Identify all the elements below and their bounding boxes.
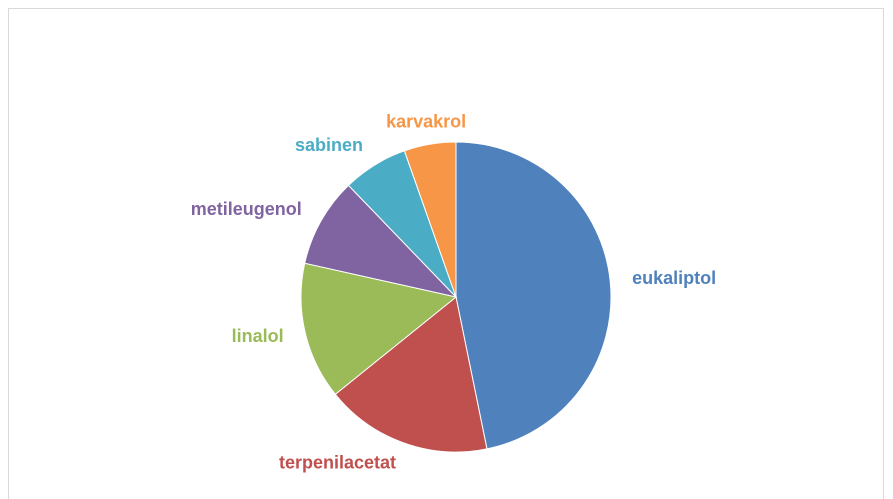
slice-label: metileugenol: [191, 199, 302, 219]
pie-slice: [403, 141, 457, 298]
pie-slice: [304, 184, 458, 298]
slice-label: linalol: [232, 326, 284, 346]
pie-slice: [334, 296, 488, 453]
pie-slice: [300, 262, 458, 395]
slice-label: sabinen: [295, 135, 363, 155]
pie-slice: [455, 141, 612, 450]
slice-label: eukaliptol: [632, 268, 716, 288]
slice-label: terpenilacetat: [279, 452, 396, 472]
slice-label: karvakrol: [386, 111, 466, 131]
